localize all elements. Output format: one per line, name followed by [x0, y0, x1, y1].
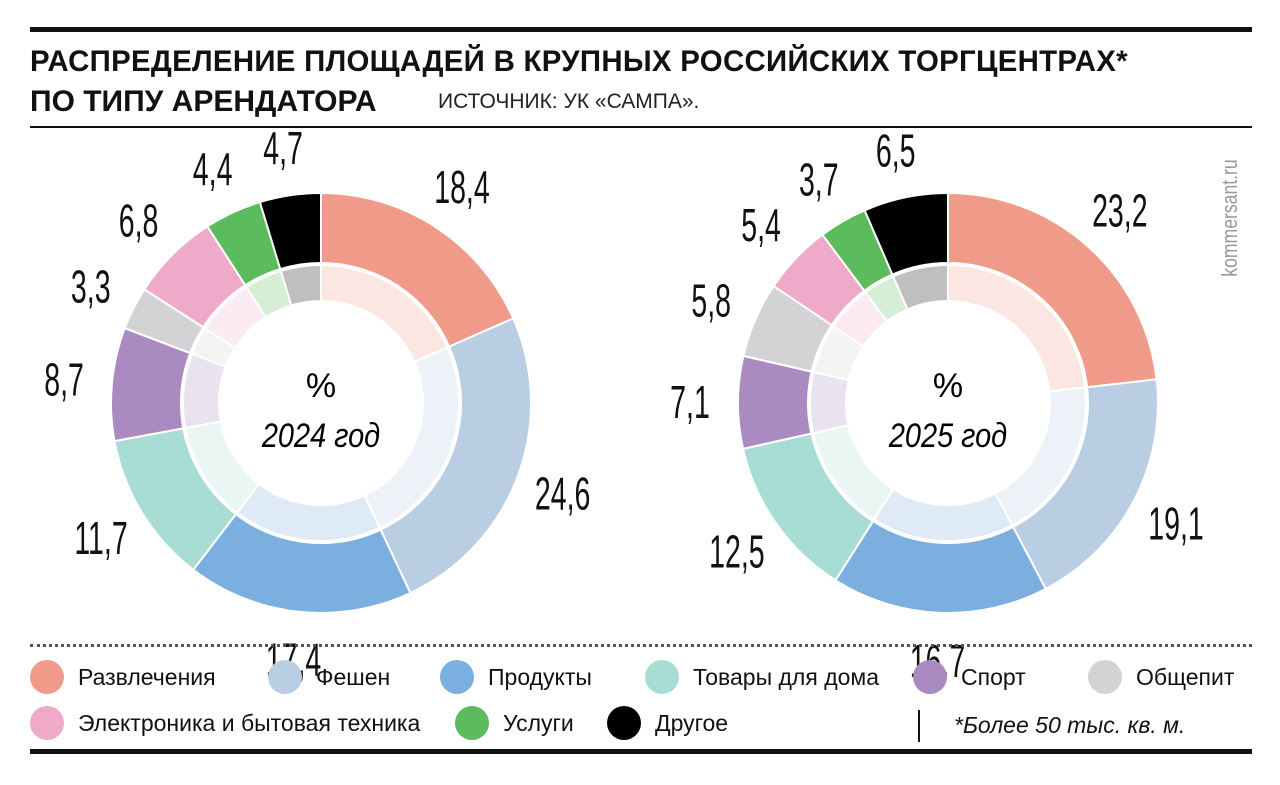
legend-item: Общепит — [1088, 660, 1234, 694]
data-label: 12,5 — [709, 526, 765, 578]
data-label: 23,2 — [1092, 186, 1148, 238]
dotted-divider — [30, 644, 1252, 647]
chart-title: РАСПРЕДЕЛЕНИЕ ПЛОЩАДЕЙ В КРУПНЫХ РОССИЙС… — [30, 45, 1128, 78]
legend-item: Фешен — [268, 660, 390, 694]
legend-label: Спорт — [961, 663, 1026, 690]
inner-slice — [279, 263, 322, 307]
legend-label: Электроника и бытовая техника — [78, 709, 421, 736]
header-rule — [30, 126, 1252, 128]
data-label: 3,7 — [799, 155, 839, 207]
legend-label: Фешен — [316, 663, 391, 690]
data-label: 11,7 — [74, 513, 127, 565]
legend-item: Электроника и бытовая техника — [30, 706, 420, 740]
legend-item: Услуги — [455, 706, 574, 740]
legend-swatch — [455, 706, 489, 740]
data-label: 5,8 — [691, 276, 731, 328]
data-label: 24,6 — [535, 469, 591, 521]
data-label: 18,4 — [434, 162, 490, 214]
unit-label: % — [933, 367, 963, 405]
donut-title: 2025 год — [888, 416, 1007, 455]
legend-swatch — [913, 660, 947, 694]
legend-item: Продукты — [440, 660, 592, 694]
footnote: *Более 50 тыс. кв. м. — [954, 712, 1186, 738]
outer-slice — [947, 191, 1158, 389]
legend-swatch — [1088, 660, 1122, 694]
source-note: ИСТОЧНИК: УК «САМПА». — [438, 90, 700, 113]
donut-title: 2024 год — [261, 416, 380, 455]
legend-label: Товары для дома — [693, 663, 880, 690]
data-label: 4,4 — [193, 144, 233, 196]
legend-label: Услуги — [503, 709, 574, 736]
outer-slice — [379, 317, 532, 595]
legend-item: Развлечения — [30, 660, 216, 694]
legend-label: Другое — [655, 709, 729, 736]
inner-slice — [891, 263, 949, 311]
legend-label: Продукты — [488, 663, 592, 690]
legend-swatch — [645, 660, 679, 694]
data-label: 19,1 — [1148, 499, 1204, 551]
legend-swatch — [440, 660, 474, 694]
legend-swatch — [268, 660, 302, 694]
data-label: 6,8 — [119, 196, 159, 248]
legend-swatch — [30, 706, 64, 740]
outer-slice — [863, 191, 949, 276]
legend-label: Общепит — [1136, 663, 1235, 690]
data-label: 8,7 — [44, 355, 84, 407]
top-rule — [30, 27, 1252, 32]
data-label: 5,4 — [741, 200, 781, 252]
legend-item: Спорт — [913, 660, 1026, 694]
bottom-rule — [30, 749, 1252, 754]
legend-swatch — [30, 660, 64, 694]
legend-label: Развлечения — [78, 663, 216, 690]
legend: Развлечения Фешен Продукты Товары для дома С… — [30, 660, 1252, 745]
legend-item: Товары для дома — [645, 660, 879, 694]
inner-slice — [809, 370, 850, 435]
data-label: 7,1 — [670, 377, 710, 429]
chart-title-line2: ПО ТИПУ АРЕНДАТОРА — [30, 85, 377, 118]
data-label: 6,5 — [876, 125, 916, 177]
outer-slice — [258, 191, 322, 271]
unit-label: % — [306, 367, 336, 405]
legend-item: Другое — [607, 706, 728, 740]
divider — [918, 710, 920, 742]
data-label: 3,3 — [71, 262, 111, 314]
legend-swatch — [607, 706, 641, 740]
data-label: 4,7 — [263, 123, 303, 175]
